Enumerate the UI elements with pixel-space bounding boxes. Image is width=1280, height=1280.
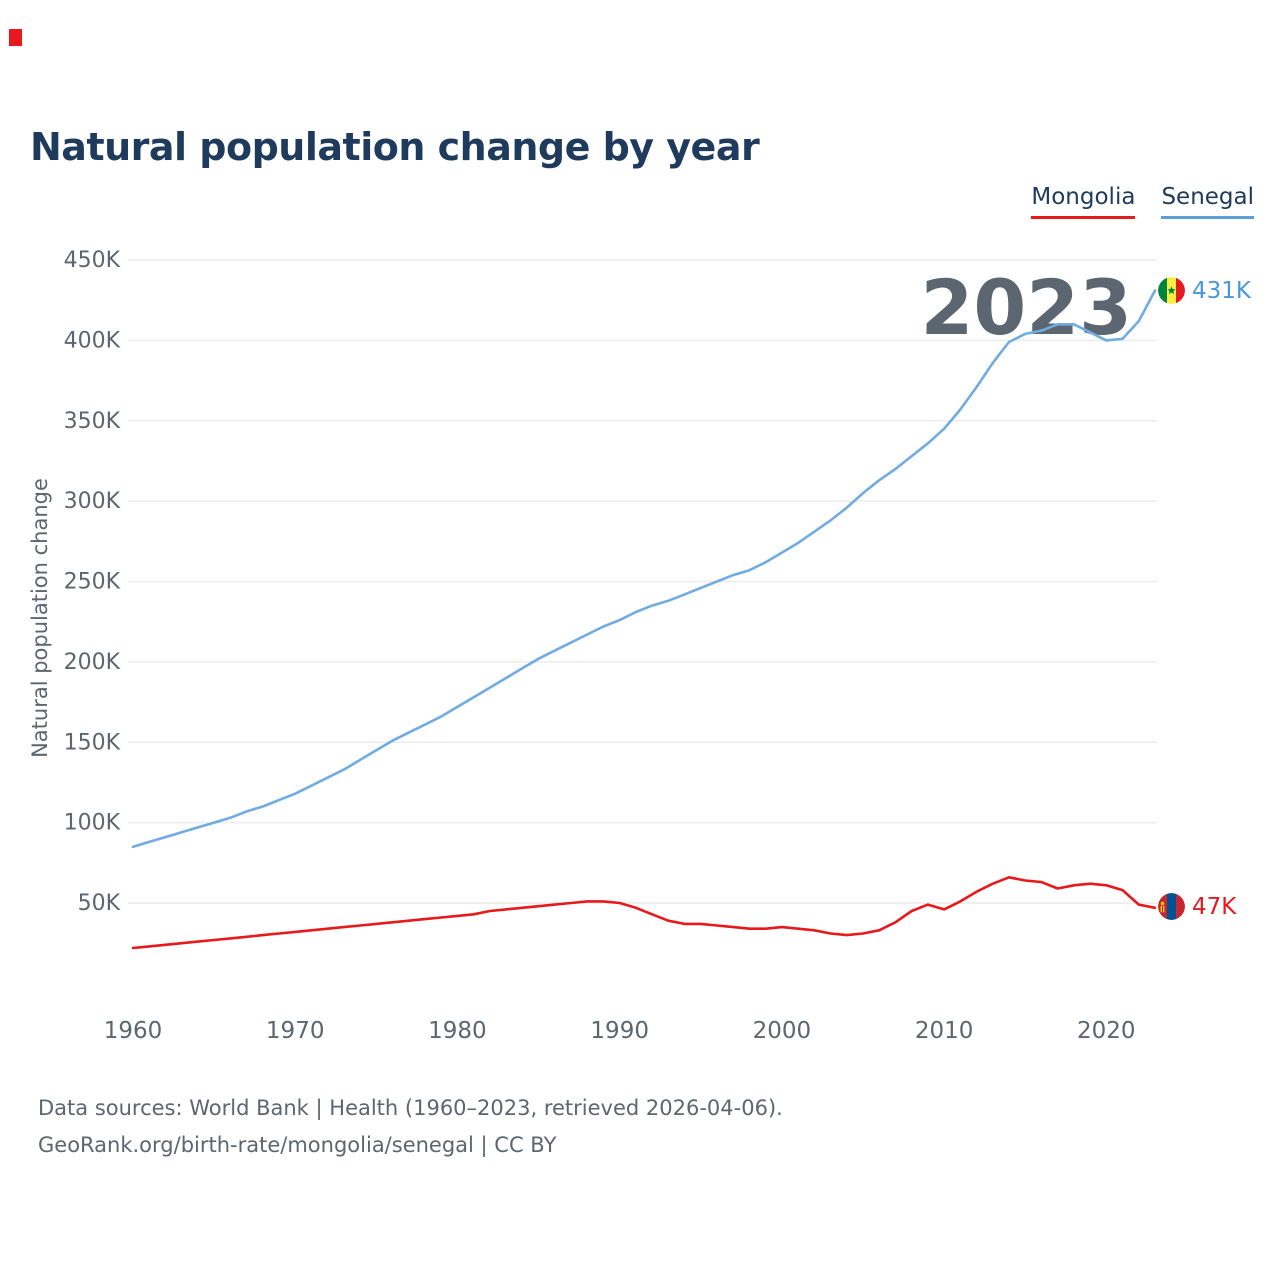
x-tick-label: 1970 [266, 1018, 325, 1044]
senegal-flag-icon [1158, 277, 1185, 304]
y-tick-label: 250K [64, 570, 121, 595]
footer-attribution: GeoRank.org/birth-rate/mongolia/senegal … [38, 1132, 557, 1157]
senegal-end-label: 431K [1158, 277, 1251, 304]
senegal-end-value: 431K [1192, 277, 1251, 304]
corner-marker [9, 29, 22, 46]
y-axis-title: Natural population change [28, 478, 52, 758]
y-tick-label: 200K [64, 650, 121, 675]
y-tick-label: 350K [64, 409, 121, 434]
x-tick-label: 2010 [915, 1018, 974, 1044]
chart-legend: Mongolia Senegal [1031, 184, 1254, 219]
legend-item-senegal[interactable]: Senegal [1161, 184, 1254, 219]
y-tick-label: 150K [64, 730, 121, 755]
y-tick-label: 100K [64, 811, 121, 836]
y-tick-label: 450K [64, 248, 121, 273]
mongolia-end-value: 47K [1192, 893, 1237, 920]
x-tick-label: 2020 [1077, 1018, 1136, 1044]
footer-sources: Data sources: World Bank | Health (1960–… [38, 1096, 783, 1120]
series-line-mongolia [131, 876, 1157, 950]
page-title: Natural population change by year [30, 125, 760, 170]
y-tick-label: 300K [64, 489, 121, 514]
mongolia-flag-icon [1158, 893, 1185, 920]
footer: Data sources: World Bank | Health (1960–… [38, 1090, 783, 1164]
legend-item-mongolia[interactable]: Mongolia [1031, 184, 1136, 219]
y-tick-label: 50K [78, 891, 121, 916]
y-tick-label: 400K [64, 328, 121, 353]
x-tick-label: 2000 [753, 1018, 812, 1044]
x-tick-label: 1980 [428, 1018, 487, 1044]
series-line-senegal [131, 289, 1157, 848]
x-tick-label: 1960 [104, 1018, 163, 1044]
mongolia-end-label: 47K [1158, 893, 1236, 920]
watermark-year: 2023 [920, 263, 1132, 352]
x-tick-label: 1990 [590, 1018, 649, 1044]
